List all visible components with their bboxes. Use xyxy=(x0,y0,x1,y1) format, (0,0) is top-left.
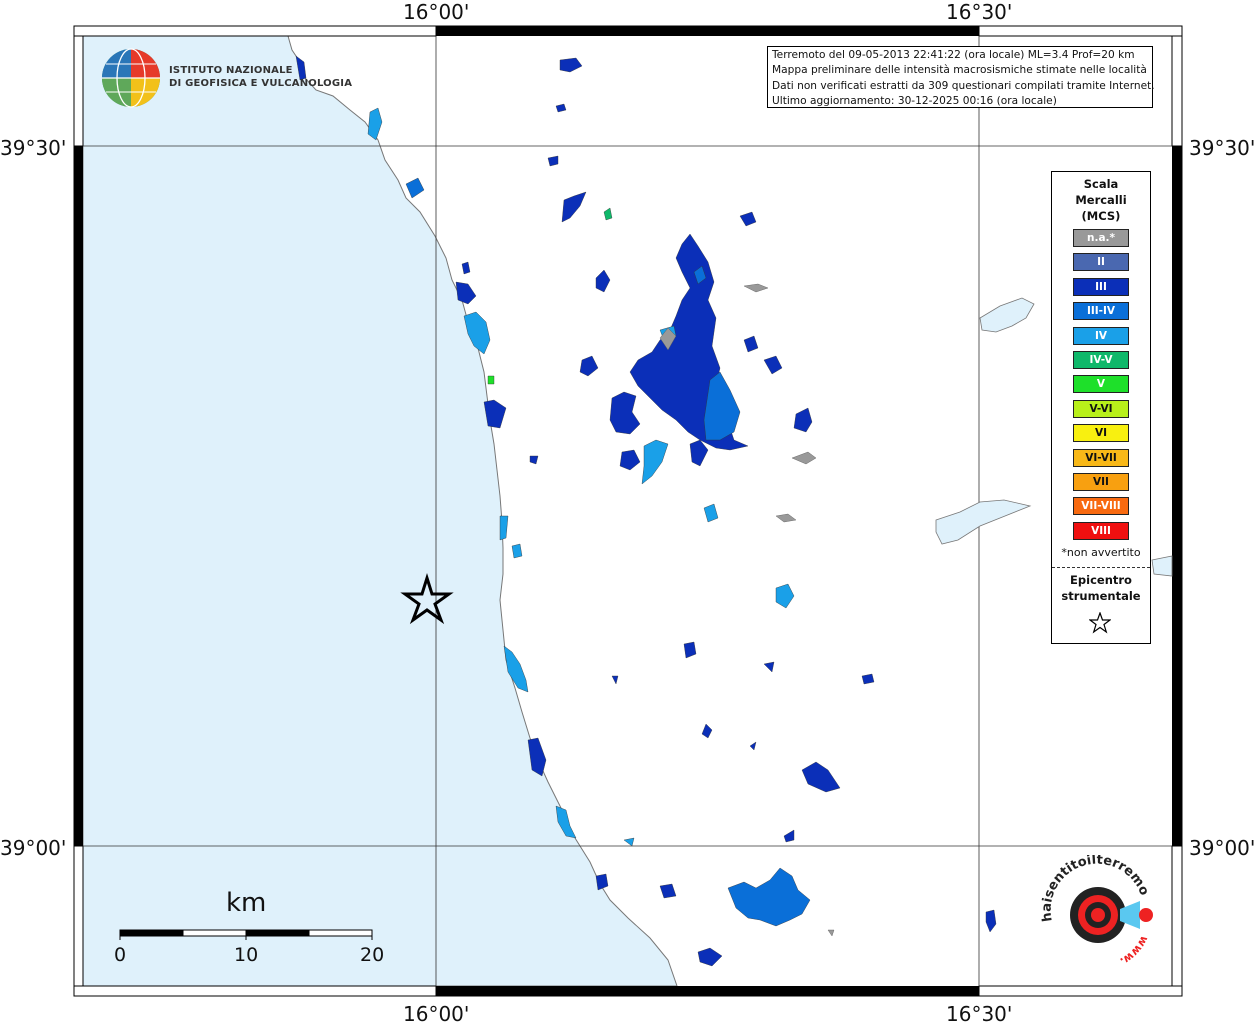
info-line-2: Mappa preliminare delle intensità macros… xyxy=(772,64,1147,77)
legend-item-7: V-VI xyxy=(1073,399,1129,418)
legend-star-icon xyxy=(1089,612,1111,634)
mcs-legend: Scala Mercalli (MCS) n.a.* II III III-IV IV I… xyxy=(1051,171,1151,644)
frame-top-mid xyxy=(436,26,979,36)
frame-right-bottom xyxy=(1171,845,1183,987)
latitude-label-right-39-00: 39°00' xyxy=(1189,836,1254,860)
info-line-1: Terremoto del 09-05-2013 22:41:22 (ora l… xyxy=(772,49,1135,61)
lake-north xyxy=(979,297,1035,333)
legend-item-12: VIII xyxy=(1073,521,1129,540)
legend-item-6: V xyxy=(1073,375,1129,394)
lake-central xyxy=(935,499,1032,545)
legend-title-line-1: Scala xyxy=(1083,177,1119,191)
legend-item-4: IV xyxy=(1073,326,1129,345)
scale-bar xyxy=(119,929,373,940)
municipalities-intensity-III-IV xyxy=(405,177,811,927)
frame-bottom-right xyxy=(978,985,1183,997)
info-line-3: Dati non verificati estratti da 309 ques… xyxy=(772,79,1155,92)
longitude-label-bottom-16-00: 16°00' xyxy=(403,1002,470,1026)
scale-label-0: 0 xyxy=(114,944,127,966)
legend-note: *non avvertito xyxy=(1061,546,1141,559)
legend-epicenter-line-1: Epicentro xyxy=(1070,573,1132,587)
institution-name: ISTITUTO NAZIONALE DI GEOFISICA E VULCAN… xyxy=(169,64,352,90)
legend-item-1: II xyxy=(1073,253,1129,272)
scale-label-10: 10 xyxy=(234,944,259,966)
latitude-label-right-39-30: 39°30' xyxy=(1189,136,1254,160)
legend-title-line-3: (MCS) xyxy=(1081,209,1121,223)
latitude-label-left-39-00: 39°00' xyxy=(0,836,67,860)
municipalities-not-felt xyxy=(659,283,835,937)
earthquake-info-box: Terremoto del 09-05-2013 22:41:22 (ora l… xyxy=(767,46,1155,108)
longitude-label-top-16-30: 16°30' xyxy=(946,0,1013,24)
frame-top-left xyxy=(73,25,437,37)
municipalities-intensity-IV-V xyxy=(603,207,613,221)
frame-top-right xyxy=(978,25,1183,37)
scale-unit: km xyxy=(226,888,267,918)
institution-line-2: DI GEOFISICA E VULCANOLOGIA xyxy=(169,78,353,89)
frame-bottom-mid xyxy=(436,986,979,996)
scale-label-20: 20 xyxy=(360,944,385,966)
ingv-globe-icon xyxy=(102,48,160,108)
legend-item-11: VII-VIII xyxy=(1073,497,1129,516)
svg-text:www.: www. xyxy=(1118,934,1151,969)
legend-item-5: IV-V xyxy=(1073,351,1129,369)
legend-item-8: VI xyxy=(1073,424,1129,443)
municipalities-intensity-IV xyxy=(367,107,795,847)
legend-item-3: III-IV xyxy=(1073,302,1129,321)
hai-sentito-il-terremoto-logo-icon: haisentitoilterremoto.it www. xyxy=(1038,855,1153,969)
badge-text-bottom: www. xyxy=(1118,934,1151,969)
longitude-label-top-16-00: 16°00' xyxy=(403,0,470,24)
legend-epicenter-label: Epicentro strumentale xyxy=(1052,572,1150,604)
institution-line-1: ISTITUTO NAZIONALE xyxy=(169,65,293,76)
legend-item-2: III xyxy=(1073,277,1129,296)
legend-divider xyxy=(1052,567,1150,568)
frame-right-mid xyxy=(1172,146,1182,846)
frame-right-top xyxy=(1171,35,1183,147)
epicenter-star-icon xyxy=(400,572,454,625)
longitude-label-bottom-16-30: 16°30' xyxy=(946,1002,1013,1026)
latitude-label-left-39-30: 39°30' xyxy=(0,136,67,160)
municipalities-intensity-V xyxy=(487,375,495,385)
info-line-4: Ultimo aggiornamento: 30-12-2025 00:16 (… xyxy=(772,94,1057,107)
frame-left-mid xyxy=(74,146,83,846)
frame-left-bottom xyxy=(73,845,84,987)
legend-item-0: n.a.* xyxy=(1073,229,1129,247)
legend-title-line-2: Mercalli xyxy=(1075,193,1127,207)
legend-item-9: VI-VII xyxy=(1073,448,1129,467)
sea-area xyxy=(82,35,678,987)
legend-epicenter-line-2: strumentale xyxy=(1061,589,1141,603)
legend-item-10: VII xyxy=(1073,473,1129,491)
frame-bottom-left xyxy=(73,985,437,997)
lake-east-edge xyxy=(1151,555,1173,577)
legend-title: Scala Mercalli (MCS) xyxy=(1052,176,1150,224)
frame-left-top xyxy=(73,35,84,147)
